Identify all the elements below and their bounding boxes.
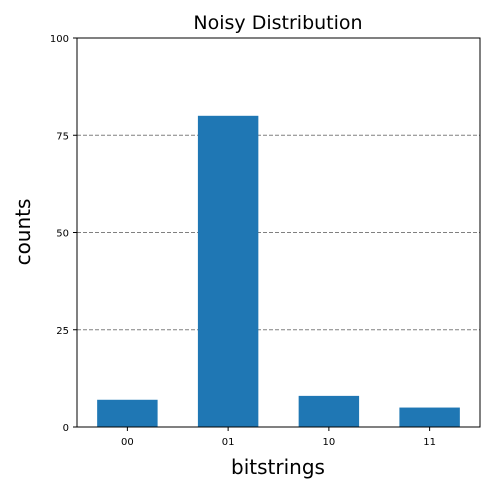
y-tick-label: 75 [56,131,69,142]
x-tick-label: 11 [423,437,436,448]
bar-01 [197,115,259,428]
y-tick-label: 0 [63,423,69,434]
y-axis-ticks: 0 25 50 75 100 [50,34,77,434]
y-tick-label: 100 [50,34,69,45]
y-tick-label: 25 [56,326,69,337]
bars [97,115,460,428]
bar-11 [399,407,460,427]
x-axis-ticks: 00 01 10 11 [121,427,436,448]
bar-10 [298,395,360,427]
x-tick-label: 10 [323,437,336,448]
bar-00 [97,399,158,427]
y-axis-title: counts [11,199,35,266]
x-tick-label: 01 [222,437,235,448]
x-axis-title: bitstrings [231,455,325,479]
gridlines [77,134,480,331]
chart-title: Noisy Distribution [193,12,362,34]
x-tick-label: 00 [121,437,134,448]
y-tick-label: 50 [56,229,69,240]
